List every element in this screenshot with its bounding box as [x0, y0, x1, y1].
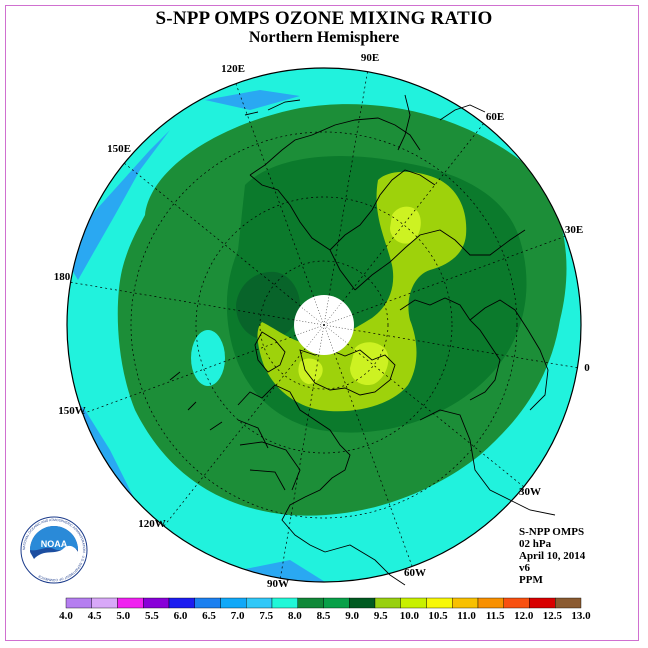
pole-gap-graticule	[294, 295, 354, 355]
colorbar-tick-label: 8.0	[288, 610, 302, 622]
coast-greenland	[299, 349, 396, 396]
colorbar-box	[503, 597, 530, 609]
colorbar-box	[297, 597, 324, 609]
colorbar-tick-label: 5.0	[116, 610, 130, 622]
colorbar-box	[555, 597, 582, 609]
figure-frame	[5, 5, 639, 641]
lat-circle-70	[259, 260, 389, 390]
map-border	[66, 67, 582, 583]
colorbar-tick-label: 13.0	[571, 610, 591, 622]
colorbar-box	[194, 597, 221, 609]
coast-north-america	[237, 384, 351, 553]
coast-south-america	[324, 544, 406, 586]
lon-label-90e: 90E	[361, 52, 379, 64]
lat-circle-30	[130, 131, 518, 519]
colorbar-tick-label: 10.5	[428, 610, 448, 622]
field-yg-1	[390, 206, 421, 244]
coastlines	[169, 94, 556, 586]
info-units: PPM	[519, 574, 543, 586]
coast-canadian-islands	[254, 331, 286, 373]
colorbar-tick-label: 9.5	[374, 610, 388, 622]
lon-label-30e: 30E	[565, 224, 583, 236]
lon-label-120w: 120W	[138, 518, 166, 530]
lon-label-60w: 60W	[404, 567, 426, 579]
colorbar-tick-label: 11.5	[486, 610, 505, 622]
meridians	[68, 68, 580, 581]
colorbar-box	[65, 597, 92, 609]
colorbar-tick-label: 8.5	[317, 610, 331, 622]
lon-label-30w: 30W	[519, 486, 541, 498]
lon-label-150w: 150W	[58, 405, 86, 417]
colorbar-box	[143, 597, 170, 609]
colorbar-box	[246, 597, 273, 609]
colorbar-tick-label: 6.0	[174, 610, 188, 622]
colorbar-tick-label: 7.0	[231, 610, 245, 622]
info-date: April 10, 2014	[519, 550, 586, 562]
coast-japan	[244, 99, 301, 116]
info-version: v6	[519, 562, 530, 574]
logo-text: NOAA	[41, 539, 68, 549]
lat-circle-50	[195, 196, 453, 454]
lon-label-90w: 90W	[267, 578, 289, 590]
colorbar-box	[426, 597, 453, 609]
info-block: S-NPP OMPS 02 hPa April 10, 2014 v6 PPM	[519, 526, 585, 586]
field-cyan-island	[191, 330, 225, 386]
colorbar-box	[477, 597, 504, 609]
map-title: S-NPP OMPS OZONE MIXING RATIO	[155, 8, 493, 29]
colorbar-boxes	[65, 597, 582, 609]
colorbar-box	[220, 597, 247, 609]
colorbar: 4.0 4.5 5.0 5.5 6.0 6.5 7.0 7.5 8.0 8.5 9.0 9.5 10.0…	[59, 597, 591, 622]
logo-sky	[30, 526, 78, 551]
lon-label-180: 180	[54, 271, 71, 283]
us-state-lines	[237, 419, 301, 491]
field-yg-2	[350, 342, 389, 386]
coast-africa	[419, 409, 556, 516]
colorbar-box	[91, 597, 118, 609]
coast-india	[397, 94, 411, 151]
info-instrument: S-NPP OMPS	[519, 526, 585, 538]
lon-label-120e: 120E	[221, 63, 245, 75]
noaa-logo: NOAA NATIONAL OCEANIC AND ATMOSPHERIC AD…	[20, 516, 88, 584]
coast-arabia	[439, 104, 486, 121]
colorbar-tick-label: 4.0	[59, 610, 73, 622]
colorbar-tick-label: 9.0	[345, 610, 359, 622]
colorbar-ticks: 4.0 4.5 5.0 5.5 6.0 6.5 7.0 7.5 8.0 8.5 9.0 9.5 10.0…	[59, 610, 591, 622]
colorbar-box	[117, 597, 144, 609]
colorbar-box	[529, 597, 556, 609]
colorbar-tick-label: 6.5	[202, 610, 216, 622]
logo-bird	[30, 545, 78, 576]
map-subtitle: Northern Hemisphere	[248, 29, 400, 46]
colorbar-tick-label: 12.5	[543, 610, 563, 622]
colorbar-box	[271, 597, 298, 609]
colorbar-tick-label: 12.0	[514, 610, 534, 622]
field-yg-3	[298, 358, 323, 384]
lon-label-150e: 150E	[107, 143, 131, 155]
colorbar-box	[168, 597, 195, 609]
colorbar-tick-label: 11.0	[457, 610, 476, 622]
field-blue-nw	[67, 130, 170, 280]
colorbar-box	[400, 597, 427, 609]
graticule	[68, 68, 580, 581]
coast-eurasia	[249, 169, 526, 291]
colorbar-box	[323, 597, 350, 609]
coast-aleutians	[169, 371, 223, 431]
colorbar-box	[374, 597, 401, 609]
longitude-labels: 90E 60E 30E 0 30W 60W 90W 120W 150W 180 …	[54, 52, 591, 590]
colorbar-tick-label: 10.0	[400, 610, 420, 622]
colorbar-box	[349, 597, 376, 609]
field-blue-n	[205, 90, 300, 110]
colorbar-tick-label: 4.5	[88, 610, 102, 622]
field-green-deep	[236, 271, 300, 340]
info-level: 02 hPa	[519, 538, 552, 550]
lon-label-60e: 60E	[486, 111, 504, 123]
colorbar-box	[452, 597, 479, 609]
coast-asia-east	[249, 117, 421, 176]
colorbar-tick-label: 7.5	[259, 610, 273, 622]
colorbar-tick-label: 5.5	[145, 610, 159, 622]
lon-label-0: 0	[584, 362, 590, 374]
coast-europe	[399, 297, 549, 411]
